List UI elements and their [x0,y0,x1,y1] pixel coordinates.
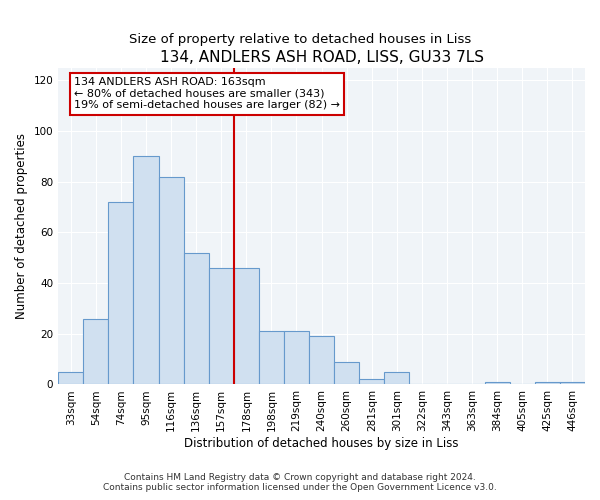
Text: Size of property relative to detached houses in Liss: Size of property relative to detached ho… [129,32,471,46]
X-axis label: Distribution of detached houses by size in Liss: Distribution of detached houses by size … [184,437,459,450]
Text: Contains HM Land Registry data © Crown copyright and database right 2024.
Contai: Contains HM Land Registry data © Crown c… [103,473,497,492]
Title: 134, ANDLERS ASH ROAD, LISS, GU33 7LS: 134, ANDLERS ASH ROAD, LISS, GU33 7LS [160,50,484,65]
Bar [284,331,309,384]
Bar [109,202,133,384]
Bar [385,372,409,384]
Bar [184,252,209,384]
Bar [334,362,359,384]
Bar [133,156,158,384]
Bar [158,176,184,384]
Bar [58,372,83,384]
Bar [209,268,234,384]
Bar [234,268,259,384]
Text: 134 ANDLERS ASH ROAD: 163sqm
← 80% of detached houses are smaller (343)
19% of s: 134 ANDLERS ASH ROAD: 163sqm ← 80% of de… [74,77,340,110]
Bar [259,331,284,384]
Bar [83,318,109,384]
Y-axis label: Number of detached properties: Number of detached properties [15,133,28,319]
Bar [359,380,385,384]
Bar [560,382,585,384]
Bar [485,382,510,384]
Bar [535,382,560,384]
Bar [309,336,334,384]
